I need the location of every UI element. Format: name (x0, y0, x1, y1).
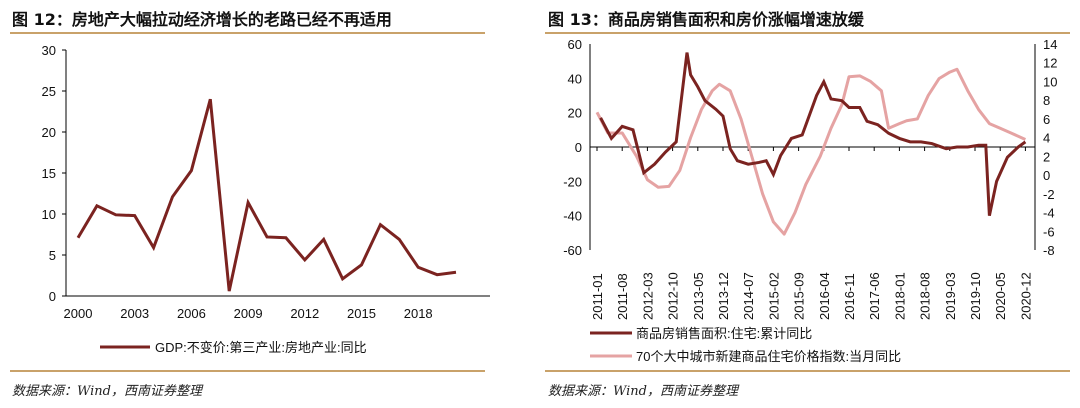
left-y-tick-label: 0 (49, 289, 56, 304)
left-x-tick-label: 2006 (177, 306, 206, 321)
right-x-tick-label: 2014-07 (741, 272, 756, 320)
right-x-tick-label: 2011-01 (590, 273, 605, 320)
right-y2-tick-label: 2 (1043, 149, 1050, 164)
left-y-tick-label: 20 (42, 125, 56, 140)
left-x-tick-label: 2018 (404, 306, 433, 321)
right-x-tick-label: 2011-08 (615, 273, 630, 320)
left-legend-label: GDP:不变价:第三产业:房地产业:同比 (155, 340, 367, 355)
left-chart-title: 图 12：房地产大幅拉动经济增长的老路已经不再适用 (12, 10, 392, 29)
right-legend-label-sales: 商品房销售面积:住宅:累计同比 (636, 326, 812, 341)
right-x-tick-label: 2018-08 (918, 272, 933, 320)
right-x-tick-label: 2012-10 (666, 272, 681, 320)
left-x-tick-label: 2015 (347, 306, 376, 321)
left-x-tick-label: 2000 (64, 306, 93, 321)
left-bottom-rule (10, 370, 485, 372)
right-x-tick-label: 2013-05 (691, 272, 706, 320)
right-x-tick-label: 2015-02 (766, 272, 781, 320)
right-chart-title: 图 13：商品房销售面积和房价涨幅增速放缓 (548, 10, 864, 29)
right-source: 数据来源：Wind，西南证券整理 (548, 384, 738, 399)
right-y-tick-label: -20 (563, 174, 582, 189)
right-legend-label-price: 70个大中城市新建商品住宅价格指数:当月同比 (636, 349, 901, 364)
right-bottom-rule (545, 370, 1070, 372)
right-y-tick-label: -40 (563, 209, 582, 224)
right-y2-tick-label: 6 (1043, 112, 1050, 127)
left-x-tick-label: 2003 (120, 306, 149, 321)
right-y-tick-label: 40 (568, 71, 582, 86)
right-y2-tick-label: -6 (1043, 224, 1055, 239)
right-y2-tick-label: -2 (1043, 187, 1055, 202)
left-y-tick-label: 25 (42, 84, 56, 99)
left-y-tick-label: 15 (42, 166, 56, 181)
left-y-tick-label: 10 (42, 207, 56, 222)
right-sales-area-line (599, 52, 1027, 216)
right-price-index-line (595, 67, 1027, 236)
right-x-tick-label: 2020-12 (1018, 272, 1033, 320)
right-y2-tick-label: -8 (1043, 243, 1055, 258)
left-x-tick-label: 2012 (290, 306, 319, 321)
right-y2-tick-label: 8 (1043, 93, 1050, 108)
right-y2-tick-label: 12 (1043, 56, 1057, 71)
right-x-tick-label: 2012-03 (640, 272, 655, 320)
left-source: 数据来源：Wind，西南证券整理 (12, 384, 202, 399)
right-title-rule (545, 32, 1070, 34)
right-y-tick-label: 20 (568, 106, 582, 121)
left-y-tick-label: 30 (42, 43, 56, 58)
right-x-tick-label: 2013-12 (716, 272, 731, 320)
right-x-tick-label: 2016-04 (817, 272, 832, 320)
right-x-tick-label: 2016-11 (842, 273, 857, 320)
left-series-line (76, 98, 457, 292)
right-y2-tick-label: 0 (1043, 168, 1050, 183)
right-x-tick-label: 2018-01 (892, 272, 907, 320)
right-x-tick-label: 2017-06 (867, 272, 882, 320)
right-x-tick-label: 2015-09 (792, 272, 807, 320)
right-y-tick-label: 60 (568, 37, 582, 52)
right-x-tick-label: 2019-10 (968, 272, 983, 320)
right-x-tick-label: 2019-03 (943, 272, 958, 320)
right-y-tick-label: 0 (575, 140, 582, 155)
right-y2-tick-label: 4 (1043, 131, 1050, 146)
right-x-tick-label: 2020-05 (993, 272, 1008, 320)
left-x-tick-label: 2009 (234, 306, 263, 321)
right-y2-tick-label: 10 (1043, 74, 1057, 89)
left-y-tick-label: 5 (49, 248, 56, 263)
right-y2-tick-label: 14 (1043, 37, 1057, 52)
right-y-tick-label: -60 (563, 243, 582, 258)
right-y2-tick-label: -4 (1043, 206, 1055, 221)
left-title-rule (10, 32, 485, 34)
